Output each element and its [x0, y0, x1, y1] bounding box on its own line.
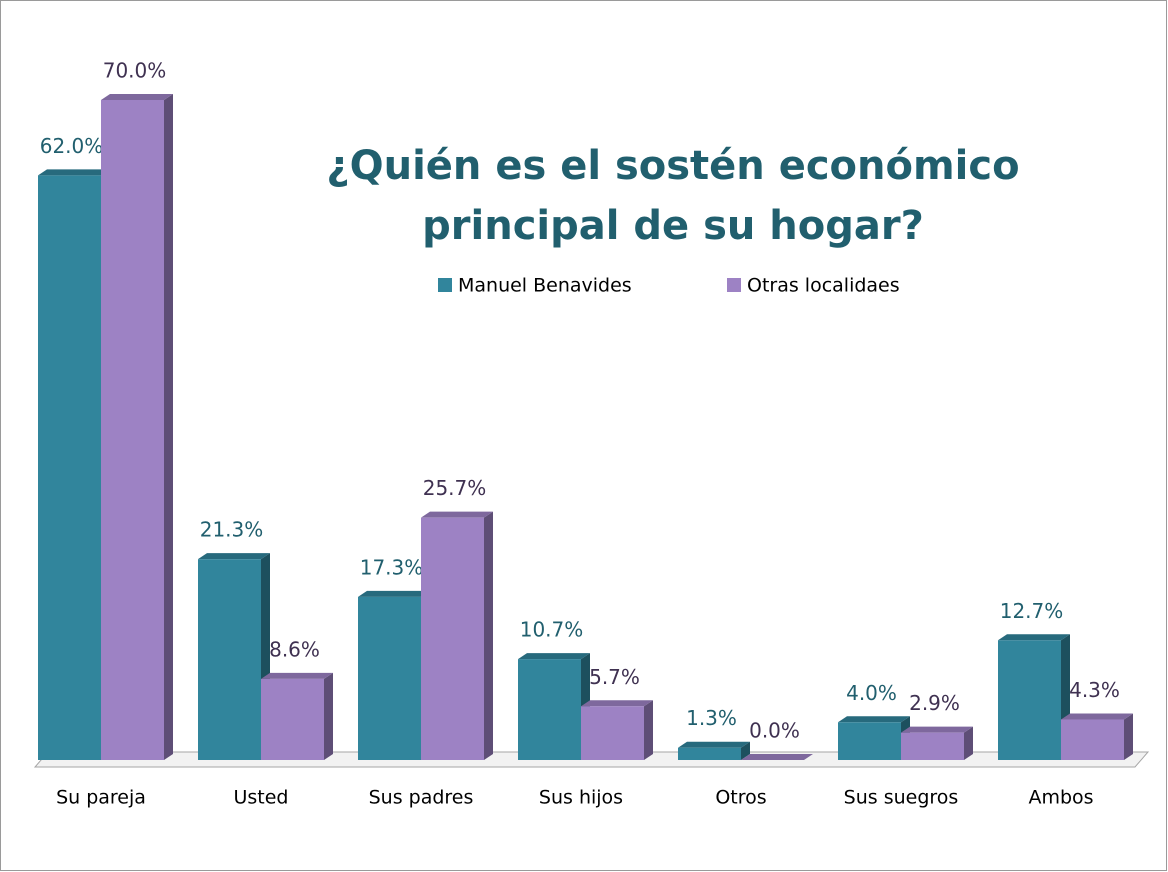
bar-top: [838, 716, 910, 723]
data-label: 12.7%: [1000, 599, 1064, 623]
x-tick-label: Su pareja: [56, 787, 146, 809]
data-label: 10.7%: [520, 618, 584, 642]
data-label: 5.7%: [589, 665, 640, 689]
bar: [1061, 719, 1124, 760]
bar-side: [324, 672, 333, 760]
data-label: 25.7%: [423, 476, 487, 500]
bar: [261, 678, 324, 760]
bar-top: [581, 700, 653, 707]
data-label: 0.0%: [749, 719, 800, 743]
bar: [38, 175, 101, 760]
bar: [678, 747, 741, 760]
bar: [358, 596, 421, 760]
bar: [901, 732, 964, 760]
bar-side: [484, 511, 493, 760]
data-label: 21.3%: [200, 518, 264, 542]
bar-top: [1061, 713, 1133, 720]
data-label: 8.6%: [269, 637, 320, 661]
bar: [421, 517, 484, 760]
bar-top: [261, 672, 333, 679]
data-label: 70.0%: [103, 59, 167, 83]
bar: [838, 722, 901, 760]
bar-side: [644, 700, 653, 760]
bar-top: [358, 590, 430, 597]
bar-top: [38, 169, 110, 176]
bar: [581, 706, 644, 760]
x-tick-label: Sus hijos: [539, 787, 623, 809]
bar-top: [198, 553, 270, 560]
data-label: 62.0%: [40, 134, 104, 158]
bar-top: [741, 754, 813, 760]
bar: [198, 559, 261, 760]
legend-label: Otras localidaes: [747, 275, 900, 297]
x-tick-label: Sus padres: [369, 787, 474, 809]
x-tick-label: Usted: [233, 787, 288, 809]
bar: [518, 659, 581, 760]
bar-top: [518, 653, 590, 660]
bar: [101, 100, 164, 760]
bar-top: [421, 511, 493, 518]
bar-top: [678, 741, 750, 748]
legend-swatch: [438, 278, 452, 292]
legend-swatch: [727, 278, 741, 292]
bar-side: [741, 741, 750, 760]
chart-title: principal de su hogar?: [422, 203, 924, 249]
data-label: 4.3%: [1069, 678, 1120, 702]
data-label: 17.3%: [360, 555, 424, 579]
x-tick-label: Ambos: [1028, 787, 1093, 809]
chart-title: ¿Quién es el sostén económico: [326, 143, 1019, 189]
bar-top: [101, 94, 173, 100]
x-tick-label: Sus suegros: [844, 787, 959, 809]
bar-side: [1124, 713, 1133, 760]
bar-side: [164, 94, 173, 760]
data-label: 1.3%: [686, 706, 737, 730]
x-tick-label: Otros: [715, 787, 766, 809]
bar-top: [901, 726, 973, 733]
bar: [998, 640, 1061, 760]
data-label: 2.9%: [909, 691, 960, 715]
legend-label: Manuel Benavides: [458, 275, 632, 297]
bar-top: [998, 634, 1070, 641]
data-label: 4.0%: [846, 681, 897, 705]
bar-side: [964, 726, 973, 760]
